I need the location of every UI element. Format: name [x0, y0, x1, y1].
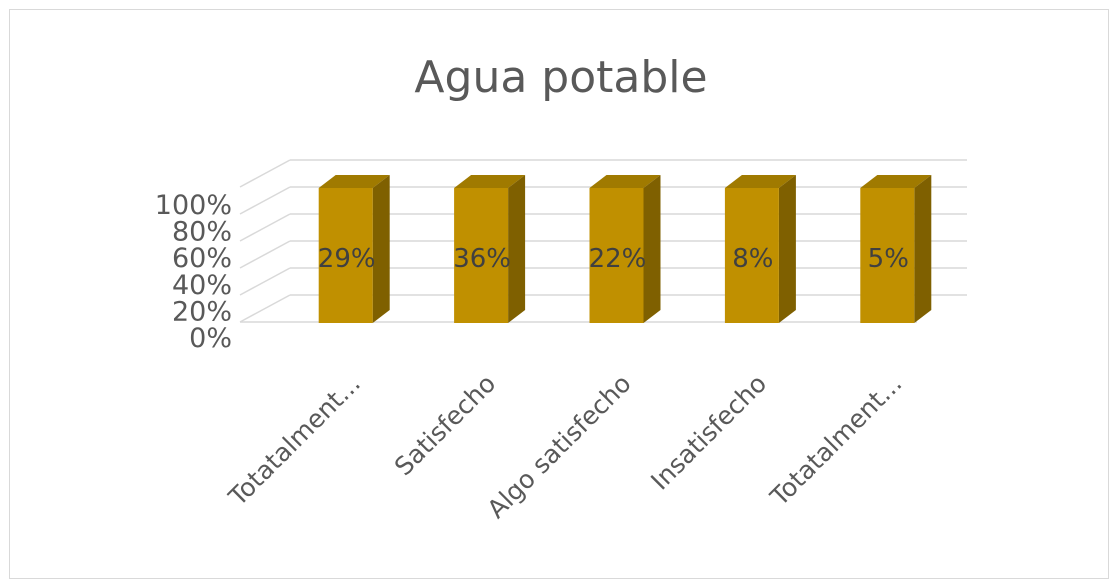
bar-front-face [589, 188, 644, 323]
bar-front-face [318, 188, 373, 323]
bar-side-face [778, 175, 796, 323]
bars [318, 175, 932, 323]
bar-chart: Agua potable 100%80%60%40%20%0% 29% 36% 22… [155, 52, 967, 524]
category-label: Algo satisfecho [482, 369, 637, 524]
data-label: 22% [589, 244, 647, 274]
y-axis-ticks: 100%80%60%40%20%0% [155, 190, 232, 354]
gridline-side [239, 240, 291, 269]
bar-side-face [643, 175, 661, 323]
data-labels: 29% 36% 22% 8% 5% [318, 244, 909, 274]
chart-area: Agua potable 100% 80% 60% 40% 20% 0% 29% 36% 22… [9, 9, 1109, 579]
y-tick-label: 100% [155, 190, 232, 221]
bar [318, 175, 390, 323]
chart-title: Agua potable [414, 52, 707, 103]
data-label: 8% [732, 244, 773, 274]
bar-side-face [508, 175, 526, 323]
bar [454, 175, 526, 323]
gridline-side [239, 213, 291, 242]
gridline-side [239, 267, 291, 296]
data-label: 36% [453, 244, 511, 274]
bar-side-face [372, 175, 390, 323]
bar-top-face [454, 175, 526, 188]
y-tick-label: 40% [172, 270, 232, 301]
bar-top-face [860, 175, 932, 188]
bar [724, 175, 796, 323]
bar-top-face [589, 175, 661, 188]
category-label: Totatalment... [764, 369, 907, 512]
bar-front-face [454, 188, 509, 323]
gridline-side [239, 294, 291, 323]
category-label: Totatalment... [223, 369, 366, 512]
data-label: 5% [868, 244, 909, 274]
bar-top-face [318, 175, 390, 188]
category-label: Insatisfecho [645, 369, 772, 496]
bar [860, 175, 932, 323]
gridline-side [239, 159, 291, 188]
data-label: 29% [318, 244, 376, 274]
y-tick-label: 60% [172, 243, 232, 274]
y-tick-label: 20% [172, 296, 232, 327]
bar-top-face [724, 175, 796, 188]
y-tick-label: 0% [189, 323, 232, 354]
y-tick-label: 80% [172, 217, 232, 248]
bar-front-face [724, 188, 779, 323]
bar [589, 175, 661, 323]
bar-side-face [914, 175, 932, 323]
gridline-side [239, 186, 291, 215]
category-label: Satisfecho [389, 369, 501, 481]
bar-front-face [860, 188, 915, 323]
